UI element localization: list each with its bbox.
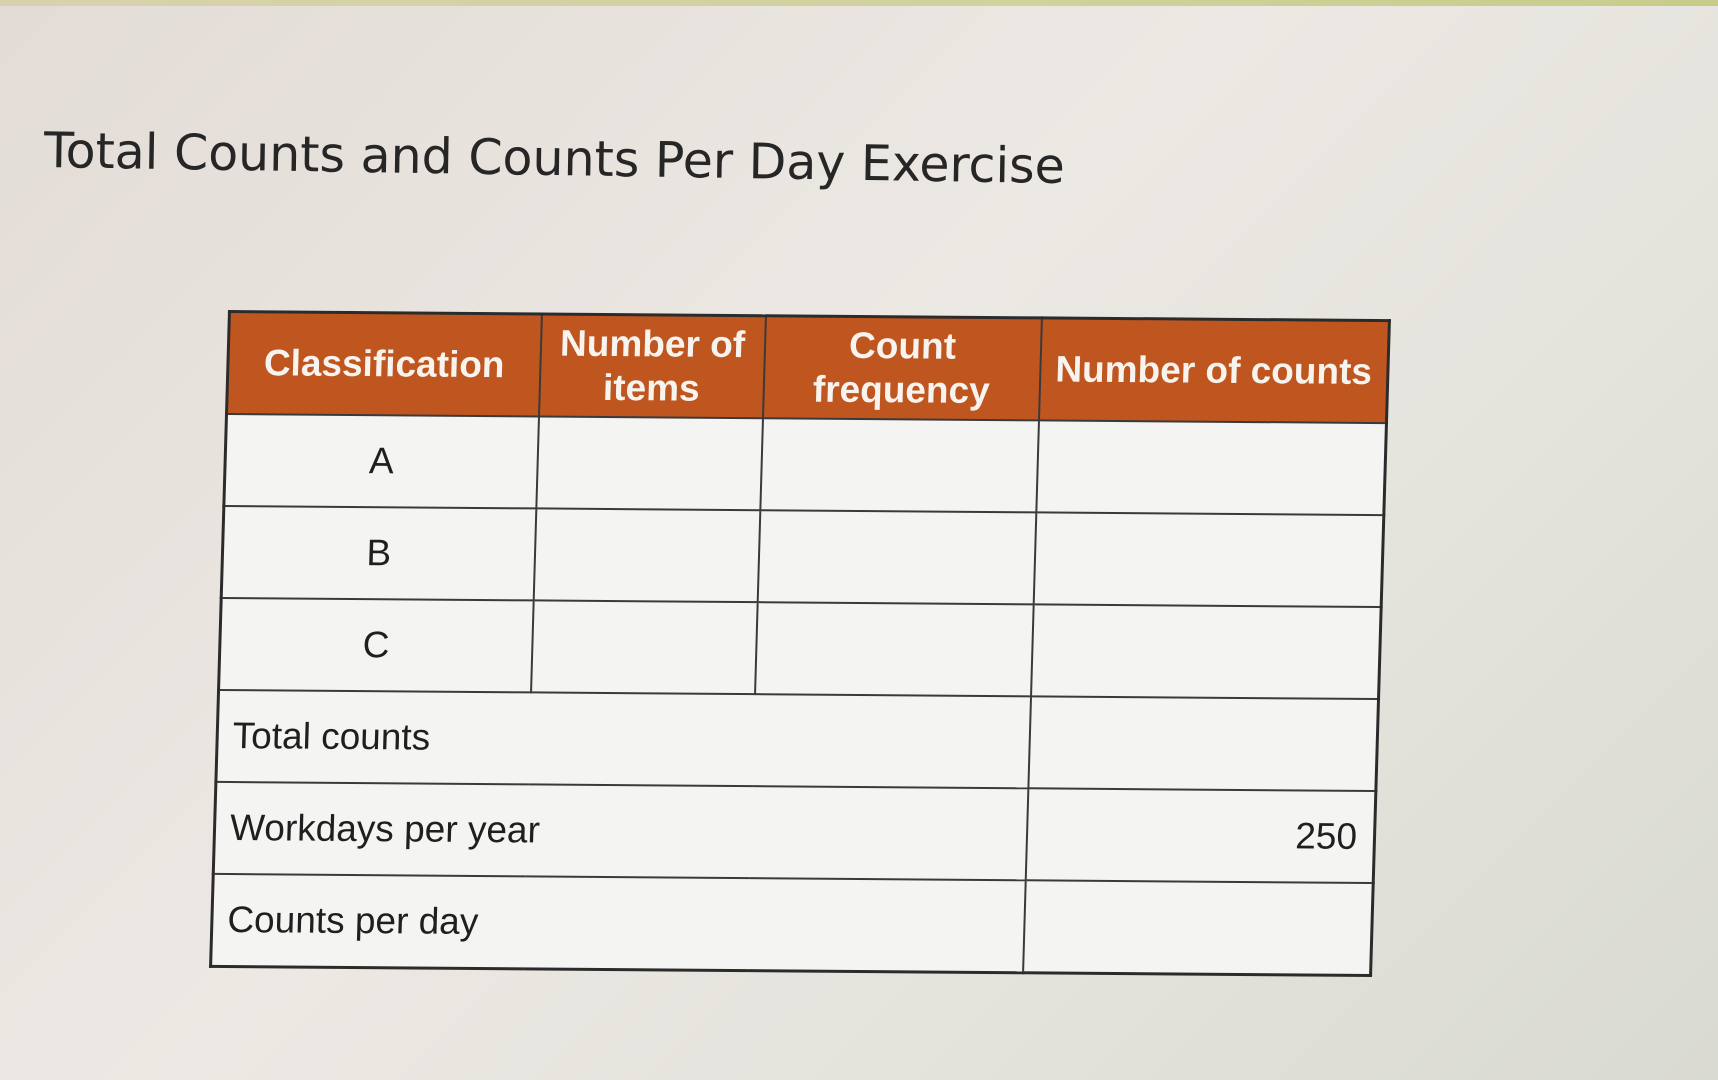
header-count-frequency: Count frequency <box>762 315 1042 421</box>
table-row: B <box>221 505 1384 608</box>
workdays-per-year-value: 250 <box>1025 788 1376 884</box>
header-number-of-items: Number of items <box>538 313 766 419</box>
number-of-items-cell[interactable] <box>535 416 763 511</box>
slide-title: Total Counts and Counts Per Day Exercise <box>43 122 1066 196</box>
counts-table: Classification Number of items Count fre… <box>209 310 1391 978</box>
classification-cell: C <box>218 597 534 693</box>
top-accent-strip <box>0 0 1718 6</box>
count-frequency-cell[interactable] <box>759 418 1039 513</box>
table-row: C <box>218 597 1382 700</box>
total-counts-label: Total counts <box>215 689 1031 789</box>
header-classification: Classification <box>226 311 542 417</box>
summary-row-workdays: Workdays per year 250 <box>213 781 1376 884</box>
number-of-counts-cell[interactable] <box>1035 420 1387 516</box>
number-of-counts-cell[interactable] <box>1033 512 1384 608</box>
summary-row-counts-per-day: Counts per day <box>210 873 1374 976</box>
counts-per-day-label: Counts per day <box>210 873 1026 973</box>
total-counts-value[interactable] <box>1027 696 1379 792</box>
number-of-counts-cell[interactable] <box>1030 604 1382 700</box>
count-frequency-cell[interactable] <box>757 510 1036 605</box>
counts-per-day-value[interactable] <box>1022 880 1374 976</box>
summary-row-total-counts: Total counts <box>215 689 1379 792</box>
table-container: Classification Number of items Count fre… <box>209 310 1391 978</box>
number-of-items-cell[interactable] <box>530 600 758 695</box>
table-row: A <box>223 413 1387 516</box>
classification-cell: A <box>223 413 539 509</box>
classification-cell: B <box>221 505 536 601</box>
header-number-of-counts: Number of counts <box>1038 317 1390 424</box>
table-header-row: Classification Number of items Count fre… <box>226 311 1390 424</box>
number-of-items-cell[interactable] <box>533 508 760 603</box>
count-frequency-cell[interactable] <box>754 602 1034 697</box>
workdays-per-year-label: Workdays per year <box>213 781 1028 881</box>
